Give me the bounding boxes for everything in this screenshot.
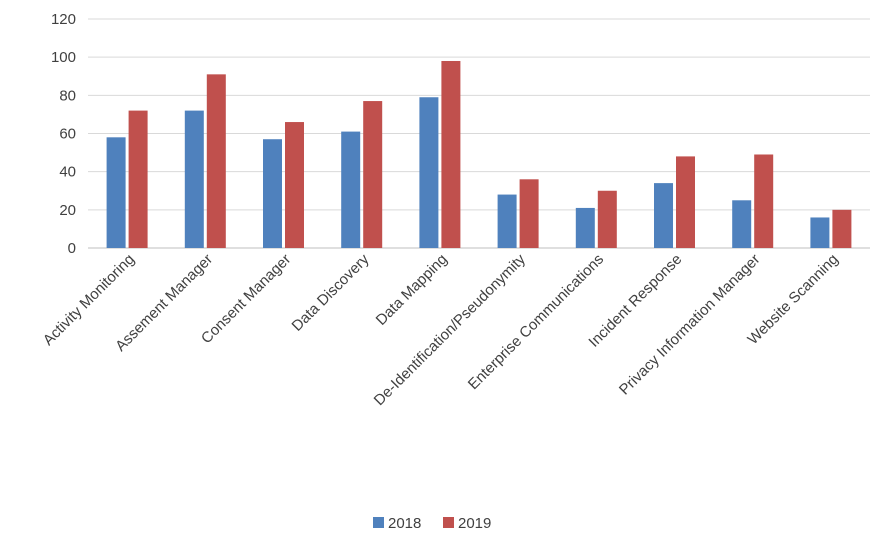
bar-2019-6 bbox=[597, 190, 617, 248]
x-category-label: Data Mapping bbox=[373, 251, 451, 329]
gridlines bbox=[88, 18, 870, 249]
bar-2018-1 bbox=[184, 110, 204, 248]
bar-2019-2 bbox=[285, 122, 304, 248]
legend-swatch-2018 bbox=[373, 517, 384, 528]
bar-2019-7 bbox=[676, 156, 695, 248]
bar-2018-3 bbox=[341, 131, 361, 248]
bar-2018-9 bbox=[810, 217, 830, 248]
bar-2018-2 bbox=[263, 139, 282, 248]
y-tick-label: 20 bbox=[59, 202, 76, 219]
bar-2019-3 bbox=[363, 101, 383, 248]
bar-2018-4 bbox=[419, 97, 439, 248]
legend-swatch-2019 bbox=[443, 517, 454, 528]
y-tick-label: 100 bbox=[51, 49, 76, 66]
bar-2018-7 bbox=[654, 183, 673, 248]
y-tick-label: 80 bbox=[59, 87, 76, 104]
y-tick-label: 120 bbox=[51, 11, 76, 28]
bar-2018-0 bbox=[106, 137, 126, 248]
bar-2019-5 bbox=[519, 179, 539, 248]
y-tick-label: 0 bbox=[68, 240, 76, 257]
bar-2018-6 bbox=[575, 207, 595, 248]
bar-2018-8 bbox=[732, 200, 752, 248]
bar-2019-0 bbox=[128, 110, 148, 248]
legend: 2018 2019 bbox=[373, 515, 491, 532]
legend-label-2018: 2018 bbox=[388, 515, 421, 532]
y-axis-ticks: 0 20 40 60 80 100 120 bbox=[51, 11, 76, 257]
y-tick-label: 40 bbox=[59, 164, 76, 181]
legend-label-2019: 2019 bbox=[458, 515, 491, 532]
x-category-label: Privacy Information Manager bbox=[616, 251, 764, 399]
bar-2019-4 bbox=[441, 60, 461, 248]
x-category-label: Data Discovery bbox=[289, 250, 373, 334]
bar-2019-9 bbox=[832, 209, 852, 248]
bar-2019-1 bbox=[206, 74, 226, 248]
y-tick-label: 60 bbox=[59, 126, 76, 143]
bars bbox=[106, 60, 852, 248]
x-category-label: Enterprise Communications bbox=[465, 251, 607, 393]
x-category-label: De-Identification/Pseudonymity bbox=[371, 250, 530, 409]
bar-2019-8 bbox=[754, 154, 774, 248]
bar-2018-5 bbox=[497, 194, 517, 248]
